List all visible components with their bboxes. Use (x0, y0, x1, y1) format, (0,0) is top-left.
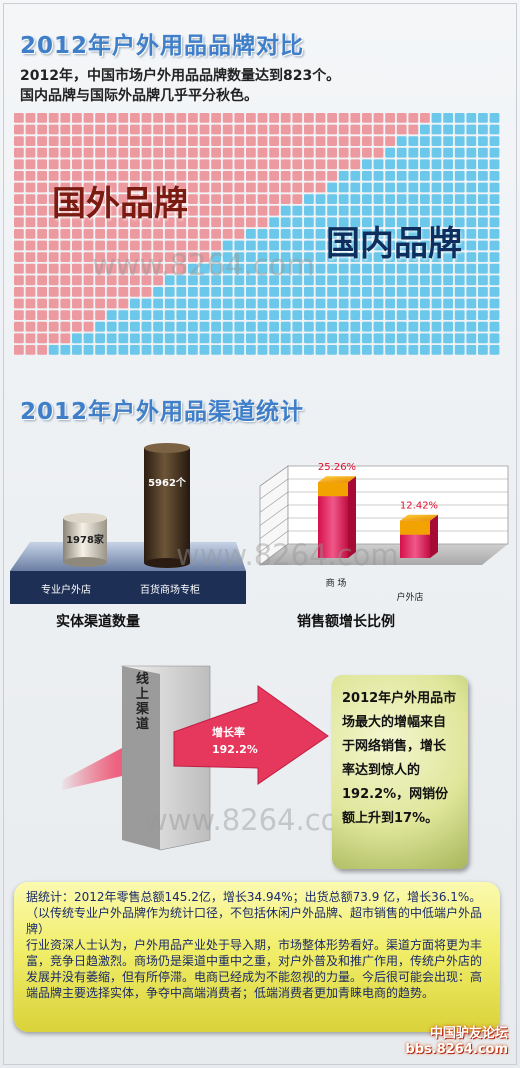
platform-front (10, 571, 246, 604)
note-paragraph-1: 据统计：2012年零售总额145.2亿，增长34.94%；出货总额73.9 亿，… (26, 890, 483, 936)
growth-arrow (173, 685, 329, 785)
bar-value-specialty: 1978家 (66, 533, 105, 546)
brand-comparison-title: 2012年户外用品品牌对比 (20, 33, 305, 59)
online-slab-side (122, 666, 160, 850)
category-label-outdoor-store: 户外店 (396, 591, 423, 603)
brand-mosaic (14, 113, 500, 355)
forum-logo[interactable]: 中国驴友论坛 bbs.8264.com (405, 1026, 508, 1058)
domestic-brand-label: 国内品牌 (326, 224, 462, 264)
bar-label-department: 百货商场专柜 (140, 583, 200, 596)
intro-line-1: 2012年，中国市场户外用品品牌数量达到823个。 (20, 68, 341, 84)
online-channel-label: 线上渠道 (136, 672, 150, 732)
foreign-brand-label: 国外品牌 (52, 184, 188, 224)
forum-logo-name: 中国驴友论坛 (429, 1026, 508, 1041)
watermark-1: www.8264.com (92, 248, 315, 282)
intro-line-2: 国内品牌与国际外品牌几乎平分秋色。 (20, 88, 258, 104)
note-paragraph-2: 行业资深人士认为，户外用品产业处于导入期，市场整体形势看好。渠道方面将更为丰富，… (26, 938, 483, 1000)
physical-channel-chart: 1978家 5962个 专业户外店 百货商场专柜 (10, 443, 246, 604)
bar-value-department: 5962个 (148, 476, 187, 489)
cylinder-specialty-stores (63, 513, 107, 567)
growth-bar-1: 12.42% (400, 501, 438, 558)
cylinder-department-stores (144, 443, 190, 568)
online-sales-callout: 2012年户外用品市场最大的增幅来自于网络销售，增长率达到惊人的192.2%，网… (332, 675, 468, 869)
physical-channel-caption: 实体渠道数量 (56, 614, 140, 630)
brand-intro: 2012年，中国市场户外用品品牌数量达到823个。 国内品牌与国际外品牌几乎平分… (20, 66, 340, 106)
growth-value: 192.2% (212, 743, 258, 756)
bar-label-specialty: 专业户外店 (41, 583, 91, 596)
growth-label: 增长率 (212, 725, 245, 739)
category-label-mall: 商 场 (326, 577, 347, 589)
page-frame (3, 3, 517, 1065)
growth-bars: 25.26% 12.42% (318, 462, 438, 558)
growth-value-label-1: 12.42% (400, 501, 438, 512)
statistics-note: 据统计：2012年零售总额145.2亿，增长34.94%；出货总额73.9 亿，… (14, 882, 500, 1032)
growth-value-label-0: 25.26% (318, 462, 356, 473)
growth-bar-0: 25.26% (318, 462, 356, 558)
forum-logo-url: bbs.8264.com (405, 1042, 508, 1057)
sales-growth-caption: 销售额增长比例 (297, 614, 395, 630)
watermark-2: www.8264.com (176, 538, 399, 572)
watermark-3: www.8264.com (144, 803, 367, 837)
channel-stats-title: 2012年户外用品渠道统计 (20, 399, 305, 425)
online-channel-graphic: 增长率 192.2% (62, 665, 329, 851)
sales-growth-chart: 25.26% 12.42% 商 场 户外店 (259, 462, 509, 603)
